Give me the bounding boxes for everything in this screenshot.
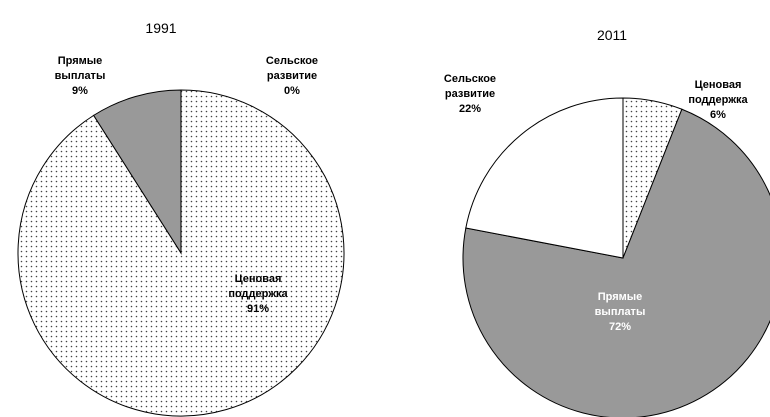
slice-label: Прямые выплаты 72% — [595, 291, 646, 333]
label-value: 0% — [284, 85, 300, 97]
label-value: 72% — [609, 321, 631, 333]
chart-title: 2011 — [597, 27, 627, 43]
slice-label: Ценовая поддержка 91% — [228, 273, 288, 315]
label-name: Сельское — [266, 55, 318, 67]
slice-label: Ценовая поддержка 6% — [688, 79, 748, 121]
label-name: Ценовая — [235, 273, 282, 285]
slice-label: Прямые выплаты 9% — [55, 55, 106, 97]
label-name: развитие — [445, 88, 495, 100]
label-name: выплаты — [595, 306, 646, 318]
slice-label: Сельское развитие 22% — [444, 73, 496, 115]
label-name: поддержка — [688, 94, 748, 106]
label-name: поддержка — [228, 288, 288, 300]
chart-title: 1991 — [145, 20, 176, 36]
slice-label: Сельское развитие 0% — [266, 55, 318, 97]
label-name: Сельское — [444, 73, 496, 85]
pie-slice — [465, 97, 624, 259]
pie-slice — [92, 89, 182, 255]
label-name: выплаты — [55, 70, 106, 82]
pie-slice — [462, 108, 770, 417]
label-name: Прямые — [58, 55, 103, 67]
label-name: Ценовая — [695, 79, 742, 91]
label-value: 22% — [459, 103, 481, 115]
label-value: 9% — [72, 85, 88, 97]
label-value: 6% — [710, 109, 726, 121]
label-value: 91% — [247, 303, 269, 315]
label-name: Прямые — [598, 291, 643, 303]
label-name: развитие — [267, 70, 317, 82]
